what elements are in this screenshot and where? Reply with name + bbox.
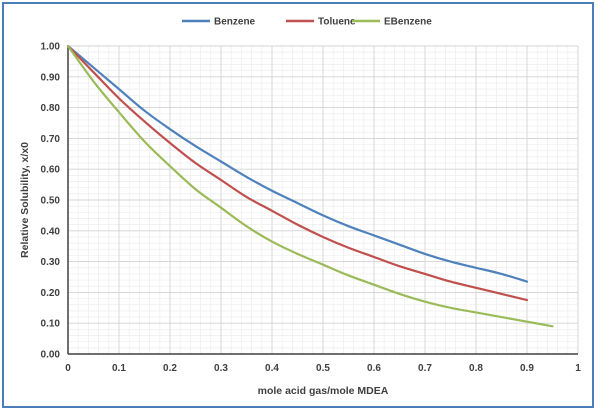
x-tick-label: 0.7	[418, 363, 432, 374]
major-gridlines	[67, 45, 579, 355]
x-tick-label: 0.1	[112, 363, 126, 374]
y-tick-label: 0.60	[41, 165, 61, 176]
y-tick-label: 0.10	[41, 319, 61, 330]
y-tick-label: 0.20	[41, 288, 61, 299]
x-tick-label: 0.8	[469, 363, 483, 374]
chart-frame: 0 0.1 0.2 0.3 0.4 0.5 0.6 0.7 0.8 0.9 1 0.00 0.10 0.…	[2, 2, 594, 408]
y-tick-label: 0.00	[41, 350, 61, 361]
x-axis-title: mole acid gas/mole MDEA	[258, 385, 389, 397]
x-tick-label: 0.3	[214, 363, 228, 374]
y-tick-label: 0.90	[41, 72, 61, 83]
x-tick-label: 0.5	[316, 363, 330, 374]
y-tick-label: 0.80	[41, 103, 61, 114]
legend: Benzene Toluene EBenzene	[182, 17, 432, 28]
axes	[67, 46, 578, 355]
legend-label-benzene: Benzene	[214, 17, 256, 28]
series-line-toluene	[66, 44, 529, 302]
legend-label-toluene: Toluene	[318, 17, 356, 28]
x-tick-label: 0.6	[367, 363, 381, 374]
x-tick-label: 0	[65, 363, 71, 374]
x-tick-label: 0.2	[163, 363, 177, 374]
legend-label-ebenzene: EBenzene	[384, 17, 432, 28]
series-line-benzene	[66, 44, 529, 283]
y-tick-label: 0.70	[41, 134, 61, 145]
x-tick-label: 0.9	[520, 363, 534, 374]
line-chart: 0 0.1 0.2 0.3 0.4 0.5 0.6 0.7 0.8 0.9 1 0.000.100.…	[19, 17, 581, 398]
y-tick-label: 0.30	[41, 257, 61, 268]
y-tick-label: 0.50	[41, 196, 61, 207]
y-tick-label: 1.00	[41, 42, 61, 53]
series-line-ebenzene	[66, 44, 554, 328]
y-tick-label: 0.40	[41, 226, 61, 237]
y-axis-title: Relative Solubility, x/x0	[19, 142, 31, 258]
y-tick-labels: 0.00 0.10 0.20 0.30 0.40 0.50 0.60 0.70 0.80 0.90…	[41, 42, 61, 361]
x-tick-label: 0.4	[265, 363, 279, 374]
x-tick-labels: 0 0.1 0.2 0.3 0.4 0.5 0.6 0.7 0.8 0.9 1	[65, 363, 581, 374]
x-tick-label: 1	[575, 363, 581, 374]
series-lines	[66, 44, 554, 328]
